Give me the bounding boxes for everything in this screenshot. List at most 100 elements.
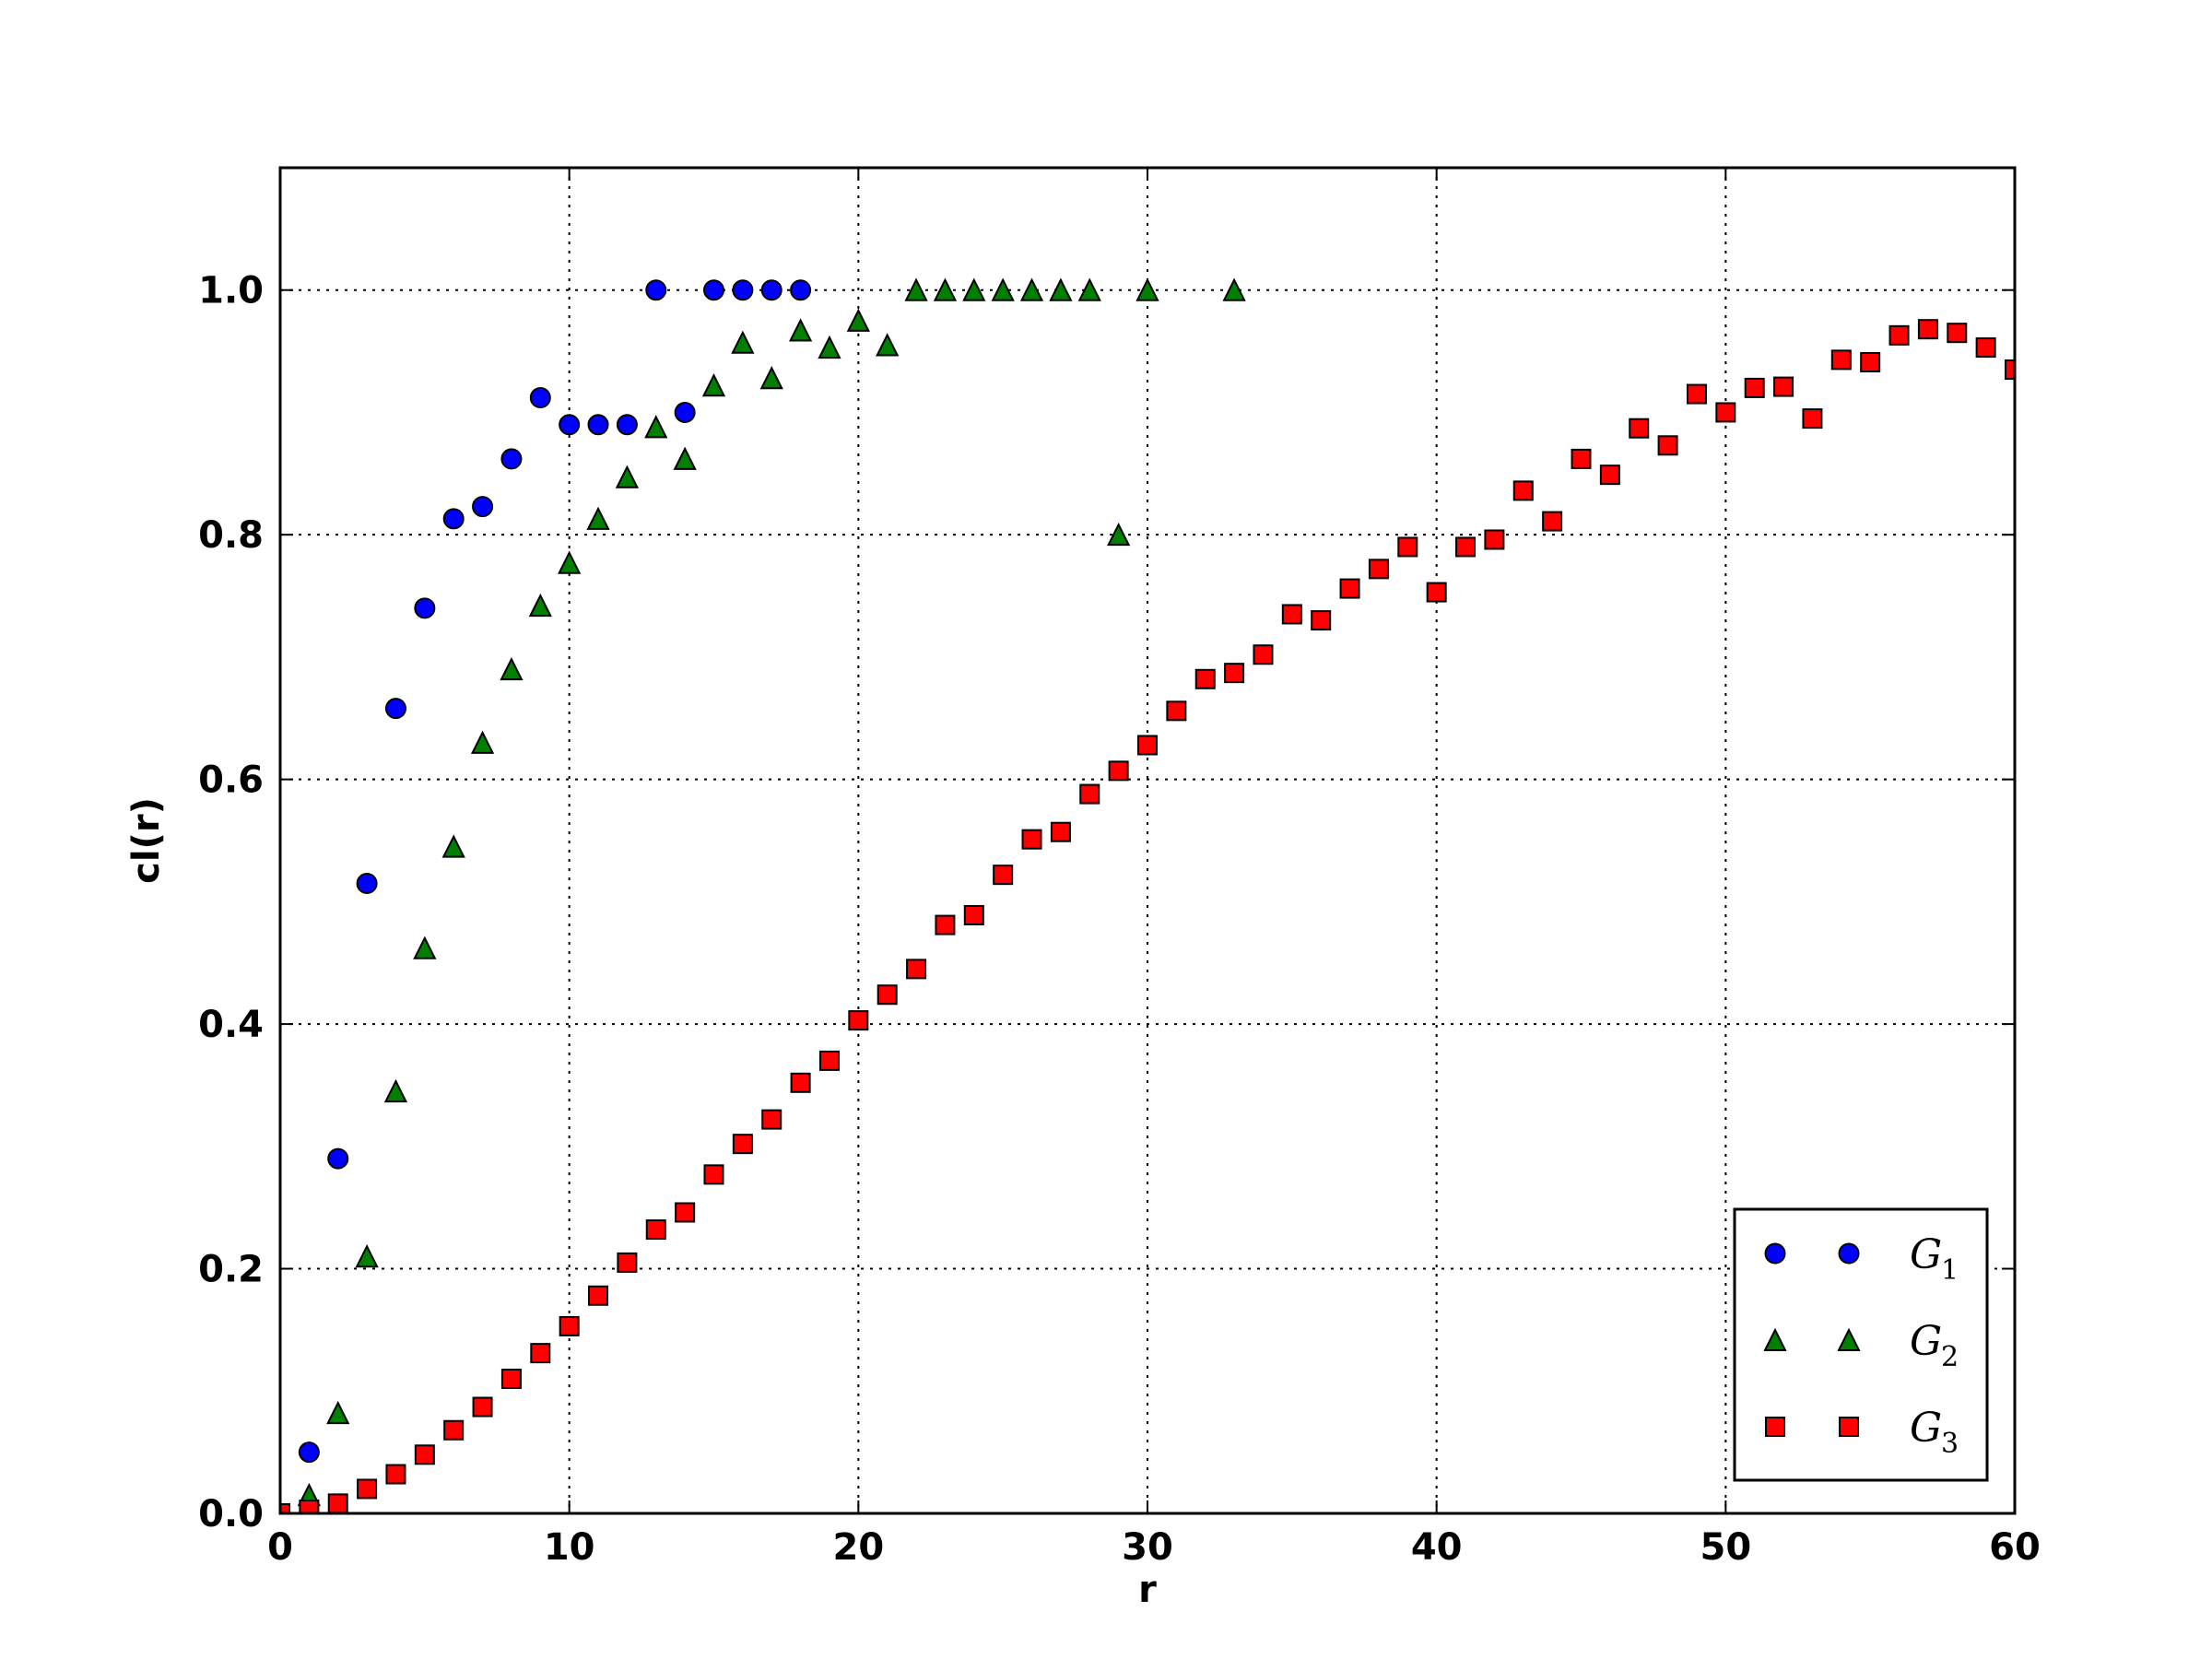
series-G1 — [298, 279, 812, 1464]
data-marks — [280, 277, 2015, 1513]
data-point-G1-circle — [645, 279, 667, 301]
data-point-G3-square — [1629, 418, 1650, 439]
data-point-G3-square — [530, 1343, 551, 1364]
data-point-G3-square — [414, 1444, 435, 1465]
legend-marker — [1839, 1417, 1859, 1437]
legend-label: G — [1910, 1318, 1942, 1365]
series-G3 — [280, 319, 2015, 1513]
y-tick-label: 1.0 — [198, 270, 264, 312]
data-point-G3-square — [645, 1219, 666, 1241]
data-point-G3-square — [472, 1396, 493, 1418]
legend-marker — [1765, 1417, 1785, 1437]
data-point-G3-square — [963, 904, 984, 925]
x-tick-label: 20 — [832, 1526, 884, 1569]
data-point-G1-circle — [356, 872, 378, 894]
data-point-G2-triangle — [1019, 277, 1044, 301]
data-point-G3-square — [385, 1464, 406, 1485]
data-point-G1-circle — [500, 448, 523, 470]
y-tick-label: 0.2 — [198, 1249, 264, 1291]
data-point-G1-circle — [760, 279, 782, 301]
y-axis-label: cl(r) — [125, 797, 168, 884]
legend-label-subscript: 1 — [1941, 1254, 1959, 1287]
legend-label-subscript: 3 — [1941, 1428, 1959, 1460]
data-point-G3-square — [1571, 448, 1592, 469]
legend-marker — [1837, 1327, 1861, 1351]
data-point-G3-square — [443, 1419, 465, 1441]
data-point-G2-triangle — [673, 446, 697, 470]
data-point-G3-square — [1021, 829, 1042, 850]
data-point-G3-square — [1830, 349, 1852, 371]
y-tick-label: 0.4 — [198, 1004, 264, 1046]
data-point-G3-square — [906, 959, 927, 980]
data-point-G3-square — [1888, 324, 1910, 346]
data-point-G3-square — [588, 1285, 609, 1306]
data-point-G2-triangle — [846, 308, 870, 332]
data-point-G2-triangle — [904, 277, 928, 301]
data-point-G3-square — [675, 1202, 696, 1223]
data-point-G3-square — [732, 1134, 753, 1155]
legend-entry: G3 — [1765, 1405, 1959, 1460]
data-point-G1-circle — [674, 401, 696, 423]
data-point-G3-square — [1773, 376, 1794, 397]
data-point-G3-square — [1397, 536, 1418, 558]
data-point-G3-square — [703, 1164, 724, 1185]
data-point-G3-square — [877, 984, 898, 1006]
data-point-G1-circle — [442, 508, 465, 530]
data-point-G3-square — [1947, 323, 1968, 344]
data-point-G1-circle — [298, 1441, 320, 1464]
data-point-G3-square — [1281, 604, 1302, 625]
data-point-G2-triangle — [876, 333, 900, 357]
data-point-G1-circle — [414, 597, 436, 619]
data-point-G3-square — [1484, 529, 1505, 550]
data-point-G2-triangle — [413, 935, 437, 959]
data-point-G2-triangle — [500, 656, 524, 681]
data-point-G1-circle — [703, 279, 724, 301]
legend-marker — [1764, 1242, 1786, 1265]
data-point-G1-circle — [559, 414, 581, 436]
data-point-G2-triangle — [528, 593, 552, 618]
data-point-G2-triangle — [615, 465, 640, 488]
data-point-G2-triangle — [1077, 277, 1101, 301]
data-point-G1-circle — [616, 414, 638, 436]
data-point-G2-triangle — [1222, 277, 1246, 301]
data-point-G3-square — [559, 1315, 580, 1336]
data-point-G3-square — [1744, 377, 1765, 398]
data-point-G3-square — [357, 1478, 378, 1500]
data-point-G2-triangle — [1049, 277, 1073, 301]
data-point-G3-square — [848, 1010, 869, 1031]
axis-ticks: 0 10 20 30 40 50 60 0.0 0.2 0.4 0.6 0.8 1.0 — [198, 168, 2041, 1569]
data-point-G3-square — [1426, 582, 1447, 603]
data-point-G3-square — [1108, 760, 1129, 782]
data-point-G3-square — [1224, 663, 1245, 684]
data-point-G1-circle — [587, 414, 609, 436]
data-point-G3-square — [1253, 644, 1274, 665]
data-point-G2-triangle — [586, 506, 610, 530]
data-point-G3-square — [761, 1109, 782, 1130]
data-point-G3-square — [1860, 352, 1881, 373]
data-point-G2-triangle — [759, 366, 783, 390]
data-point-G2-triangle — [701, 373, 726, 397]
data-point-G3-square — [299, 1500, 320, 1513]
series-G2 — [297, 277, 1246, 1507]
legend-label: G — [1910, 1231, 1942, 1278]
data-point-G2-triangle — [470, 730, 495, 754]
data-point-G2-triangle — [1107, 522, 1131, 547]
x-tick-label: 0 — [267, 1526, 293, 1569]
data-point-G1-circle — [472, 496, 494, 518]
x-tick-label: 50 — [1700, 1526, 1751, 1569]
data-point-G2-triangle — [355, 1244, 379, 1268]
y-tick-label: 0.6 — [198, 759, 264, 802]
data-point-G3-square — [993, 865, 1014, 886]
data-point-G2-triangle — [558, 550, 582, 574]
x-tick-label: 40 — [1411, 1526, 1463, 1569]
data-point-G1-circle — [732, 279, 754, 301]
data-point-G3-square — [617, 1252, 638, 1273]
data-point-G1-circle — [790, 279, 812, 301]
legend-marker — [1838, 1242, 1860, 1265]
data-point-G3-square — [2005, 359, 2015, 380]
data-point-G3-square — [1339, 578, 1360, 599]
data-point-G2-triangle — [818, 335, 841, 359]
data-point-G3-square — [1194, 668, 1216, 689]
